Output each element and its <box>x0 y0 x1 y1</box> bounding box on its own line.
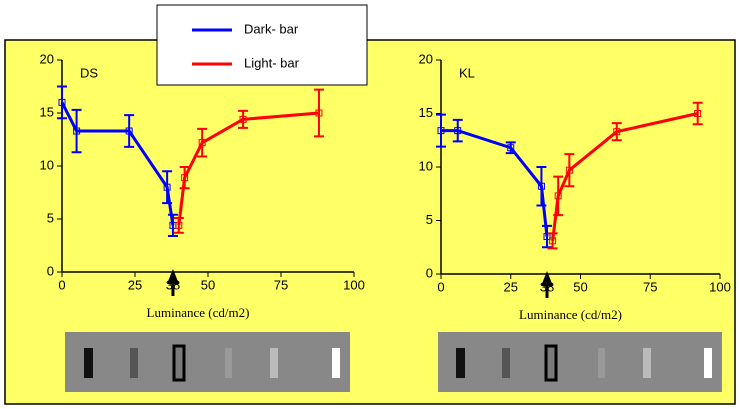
stimulus-bar <box>598 348 605 378</box>
x-tick-label: 100 <box>709 279 731 294</box>
y-tick-label: 15 <box>40 104 54 119</box>
stimulus-bar <box>502 348 510 378</box>
strip-background <box>438 332 722 392</box>
y-tick-label: 0 <box>47 263 54 278</box>
x-tick-label: 50 <box>201 277 215 292</box>
stimulus-strip <box>65 332 350 392</box>
stimulus-bar <box>130 348 138 378</box>
y-tick-label: 10 <box>419 158 433 173</box>
legend-label: Light- bar <box>244 55 300 70</box>
legend: Dark- bar Light- bar <box>157 5 367 85</box>
figure: Dark- bar Light- bar 0510152002538507510… <box>0 0 740 409</box>
x-tick-label: 0 <box>58 277 65 292</box>
y-tick-label: 5 <box>47 210 54 225</box>
y-tick-label: 20 <box>419 51 433 66</box>
x-axis-label: Luminance (cd/m2) <box>519 307 622 322</box>
stimulus-bar <box>332 348 340 378</box>
stimulus-bar <box>270 348 278 378</box>
stimulus-bar <box>643 348 651 378</box>
chart-title: KL <box>459 65 475 80</box>
y-tick-label: 10 <box>40 157 54 172</box>
stimulus-bar <box>225 348 232 378</box>
x-tick-label: 75 <box>643 279 657 294</box>
y-tick-label: 5 <box>426 212 433 227</box>
chart-title: DS <box>80 65 98 80</box>
x-tick-label: 75 <box>274 277 288 292</box>
y-tick-label: 20 <box>40 51 54 66</box>
stimulus-bar <box>704 348 712 378</box>
stimulus-strip <box>438 332 722 392</box>
legend-box <box>157 5 367 85</box>
stimulus-bar <box>84 348 93 378</box>
y-tick-label: 15 <box>419 105 433 120</box>
x-tick-label: 50 <box>573 279 587 294</box>
x-tick-label: 0 <box>437 279 444 294</box>
x-tick-label: 25 <box>504 279 518 294</box>
stimulus-bar <box>174 346 184 380</box>
strip-background <box>65 332 350 392</box>
stimulus-bar <box>456 348 465 378</box>
stimulus-bar <box>546 346 556 380</box>
x-tick-label: 100 <box>343 277 365 292</box>
legend-label: Dark- bar <box>244 21 299 36</box>
y-tick-label: 0 <box>426 265 433 280</box>
x-tick-label: 25 <box>128 277 142 292</box>
x-axis-label: Luminance (cd/m2) <box>147 305 250 320</box>
